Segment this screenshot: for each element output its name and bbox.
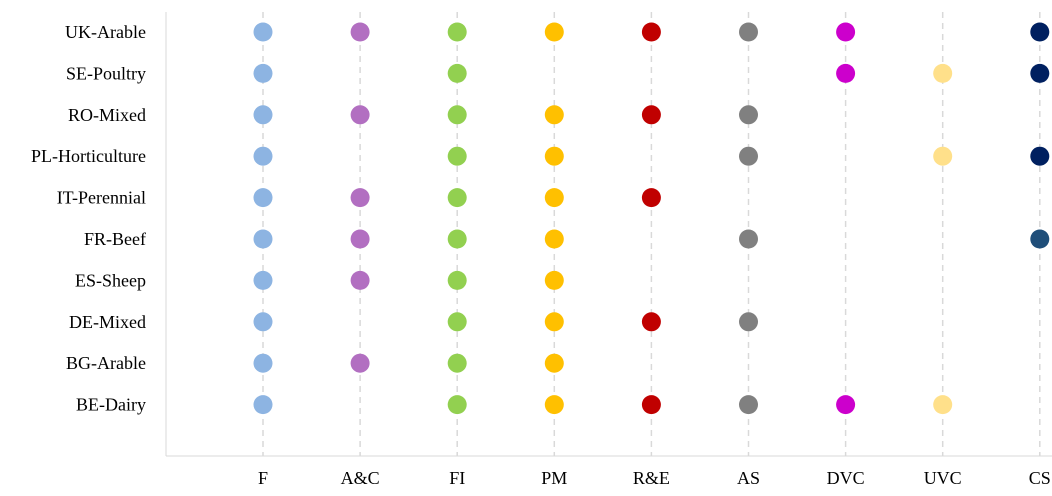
data-point-pl-horticulture-as bbox=[739, 146, 758, 166]
data-point-de-mixed-rande bbox=[641, 312, 661, 332]
y-tick-label: BE-Dairy bbox=[76, 395, 146, 415]
data-point-se-poultry-uvc bbox=[933, 63, 953, 83]
y-tick-label: FR-Beef bbox=[84, 229, 146, 249]
data-point-it-perennial-aandc bbox=[350, 188, 370, 208]
data-point-be-dairy-uvc bbox=[933, 395, 953, 415]
y-tick-label: IT-Perennial bbox=[57, 188, 146, 208]
x-tick-label: AS bbox=[737, 468, 760, 488]
y-tick-labels: UK-Arable SE-Poultry RO-Mixed PL-Horticultu… bbox=[31, 22, 146, 415]
data-point-se-poultry-cs bbox=[1030, 63, 1050, 83]
y-tick-label: ES-Sheep bbox=[75, 270, 146, 290]
data-point-it-perennial-rande bbox=[641, 188, 661, 208]
data-point-uk-arable-rande bbox=[641, 22, 661, 42]
data-point-ro-mixed-pm bbox=[544, 105, 564, 125]
data-point-se-poultry-dvc bbox=[836, 63, 856, 83]
y-tick-label: RO-Mixed bbox=[68, 105, 146, 125]
data-point-be-dairy-fi bbox=[447, 395, 467, 415]
data-point-it-perennial-pm bbox=[544, 188, 564, 208]
data-point-uk-arable-fi bbox=[447, 22, 467, 42]
data-point-fr-beef-aandc bbox=[350, 229, 370, 249]
data-point-se-poultry-fi bbox=[447, 63, 467, 83]
data-point-es-sheep-f bbox=[253, 270, 273, 290]
data-point-pl-horticulture-f bbox=[253, 146, 273, 166]
x-tick-label: CS bbox=[1029, 468, 1051, 488]
x-tick-label: DVC bbox=[827, 468, 865, 488]
y-tick-label: BG-Arable bbox=[66, 353, 146, 373]
data-point-fr-beef-pm bbox=[544, 229, 564, 249]
data-point-uk-arable-cs bbox=[1030, 22, 1050, 42]
data-points bbox=[253, 22, 1050, 415]
data-point-pl-horticulture-pm bbox=[544, 146, 564, 166]
data-point-be-dairy-dvc bbox=[836, 395, 856, 415]
data-point-bg-arable-pm bbox=[544, 353, 564, 373]
data-point-uk-arable-aandc bbox=[350, 22, 370, 42]
data-point-fr-beef-f bbox=[253, 229, 273, 249]
x-tick-label: FI bbox=[449, 468, 465, 488]
data-point-bg-arable-fi bbox=[447, 353, 467, 373]
data-point-fr-beef-fi bbox=[447, 229, 467, 249]
data-point-es-sheep-pm bbox=[544, 270, 564, 290]
data-point-ro-mixed-fi bbox=[447, 105, 467, 125]
data-point-ro-mixed-rande bbox=[641, 105, 661, 125]
data-point-de-mixed-as bbox=[739, 312, 758, 332]
y-tick-label: DE-Mixed bbox=[69, 312, 146, 332]
data-point-fr-beef-as bbox=[739, 229, 758, 249]
data-point-bg-arable-f bbox=[253, 353, 273, 373]
data-point-pl-horticulture-fi bbox=[447, 146, 467, 166]
y-tick-label: SE-Poultry bbox=[66, 63, 146, 83]
data-point-be-dairy-pm bbox=[544, 395, 564, 415]
data-point-ro-mixed-as bbox=[739, 105, 758, 125]
x-tick-label: F bbox=[258, 468, 268, 488]
data-point-pl-horticulture-cs bbox=[1030, 146, 1050, 166]
data-point-be-dairy-rande bbox=[641, 395, 661, 415]
data-point-it-perennial-fi bbox=[447, 188, 467, 208]
data-point-se-poultry-f bbox=[253, 63, 273, 83]
y-tick-label: UK-Arable bbox=[65, 22, 146, 42]
y-tick-label: PL-Horticulture bbox=[31, 146, 146, 166]
data-point-uk-arable-pm bbox=[544, 22, 564, 42]
data-point-es-sheep-aandc bbox=[350, 270, 370, 290]
grid-layer bbox=[262, 12, 1041, 456]
x-tick-label: UVC bbox=[924, 468, 962, 488]
data-point-de-mixed-f bbox=[253, 312, 273, 332]
x-tick-label: A&C bbox=[341, 468, 380, 488]
data-point-de-mixed-pm bbox=[544, 312, 564, 332]
x-tick-label: R&E bbox=[633, 468, 670, 488]
x-tick-label: PM bbox=[541, 468, 567, 488]
data-point-be-dairy-f bbox=[253, 395, 273, 415]
data-point-fr-beef-cs bbox=[1030, 229, 1050, 249]
axis-layer bbox=[165, 12, 1052, 457]
data-point-bg-arable-aandc bbox=[350, 353, 370, 373]
data-point-es-sheep-fi bbox=[447, 270, 467, 290]
data-point-uk-arable-dvc bbox=[836, 22, 856, 42]
data-point-ro-mixed-f bbox=[253, 105, 273, 125]
data-point-uk-arable-f bbox=[253, 22, 273, 42]
data-point-uk-arable-as bbox=[739, 22, 758, 42]
data-point-be-dairy-as bbox=[739, 395, 758, 415]
data-point-pl-horticulture-uvc bbox=[933, 146, 953, 166]
x-tick-labels: F A&C FI PM R&E AS DVC UVC CS bbox=[258, 468, 1051, 488]
data-point-it-perennial-f bbox=[253, 188, 273, 208]
data-point-ro-mixed-aandc bbox=[350, 105, 370, 125]
data-point-de-mixed-fi bbox=[447, 312, 467, 332]
